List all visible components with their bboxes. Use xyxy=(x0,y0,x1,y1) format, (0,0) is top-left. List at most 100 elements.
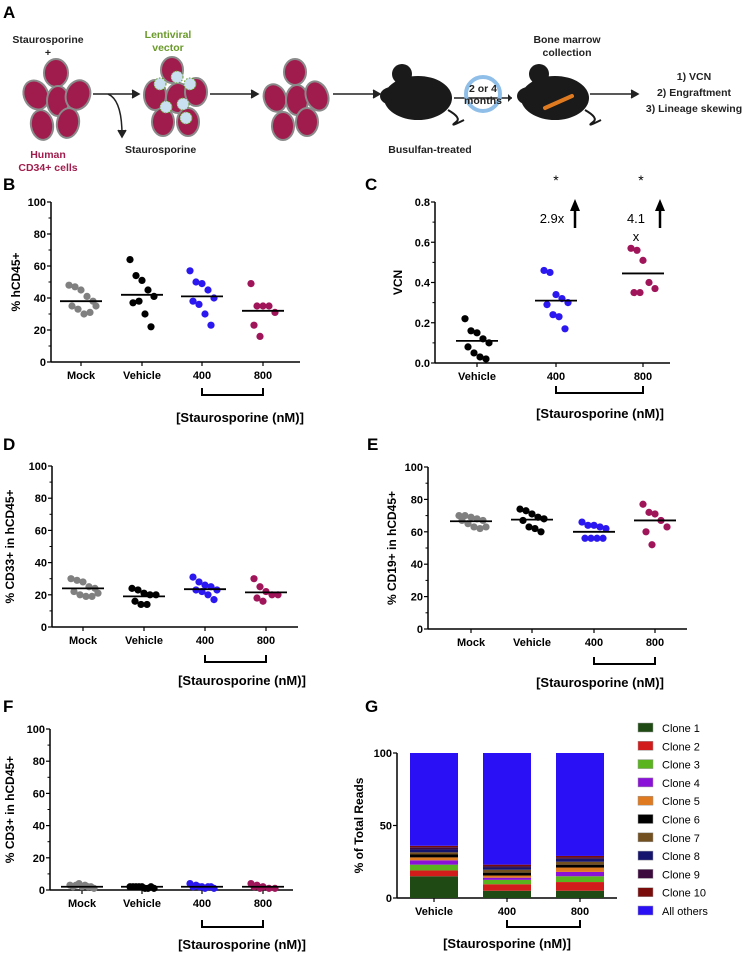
data-point-mock xyxy=(88,592,96,601)
x-tick-label: Mock xyxy=(68,898,97,910)
data-point-800 xyxy=(645,508,653,516)
panel-label-d: D xyxy=(3,435,15,454)
data-point-400 xyxy=(189,573,197,581)
bar-segment-clone-8 xyxy=(483,867,531,870)
legend-swatch xyxy=(637,905,654,916)
panel-label-b: B xyxy=(3,175,15,194)
bar-segment-clone-7 xyxy=(483,869,531,873)
bar-segment-clone-7 xyxy=(410,852,458,855)
data-point-400 xyxy=(195,578,203,586)
x-tick-label: Vehicle xyxy=(123,898,161,910)
data-point-400 xyxy=(198,280,206,288)
staurosporine-bracket xyxy=(204,655,267,663)
legend-swatch xyxy=(637,795,654,806)
data-point-400 xyxy=(543,301,551,309)
up-arrow-icon xyxy=(570,199,580,228)
bar-segment-clone-6 xyxy=(410,854,458,858)
data-point-mock xyxy=(75,879,83,888)
data-point-400 xyxy=(596,523,604,531)
data-point-800 xyxy=(259,597,267,605)
bar-segment-clone-3 xyxy=(556,876,604,883)
bar-segment-clone-10 xyxy=(483,864,531,867)
x-tick-label: 400 xyxy=(547,371,565,383)
y-tick-label: 60 xyxy=(34,261,46,273)
chart-panel-e: 0 20 40 60 80 100 Mock Vehicle 400 800 % CD19+ in … xyxy=(385,462,687,690)
y-tick-label: 80 xyxy=(33,756,45,768)
cd34-cells-label: CD34+ cells xyxy=(18,162,77,174)
data-point-vehicle xyxy=(131,597,139,605)
panel-label-g: G xyxy=(365,697,378,716)
legend-swatch xyxy=(637,832,654,843)
months-label: months xyxy=(464,95,502,107)
data-point-vehicle xyxy=(525,523,533,531)
panel-label-a: A xyxy=(3,3,15,22)
data-point-800 xyxy=(256,332,264,340)
data-point-800 xyxy=(259,302,267,310)
data-point-800 xyxy=(250,575,258,583)
arrow-icon xyxy=(93,89,141,139)
legend-label: Clone 1 xyxy=(662,723,700,735)
y-tick-label: 40 xyxy=(411,559,423,571)
bar-segment-clone-6 xyxy=(556,864,604,868)
legend-label: Clone 9 xyxy=(662,869,700,881)
significance-star-800: * xyxy=(638,172,644,188)
y-axis-label: % CD33+ in hCD45+ xyxy=(3,489,17,603)
bar-segment-clone-10 xyxy=(410,845,458,848)
data-point-800 xyxy=(247,280,255,288)
staurosporine-removed-label: Staurosporine xyxy=(125,144,196,156)
legend-label: Clone 2 xyxy=(662,741,700,753)
data-point-vehicle xyxy=(467,327,475,335)
bar-segment-all-others xyxy=(410,753,458,846)
bar-segment-clone-8 xyxy=(410,849,458,853)
y-axis-label: VCN xyxy=(391,270,405,295)
y-tick-label: 0.8 xyxy=(415,197,430,209)
y-axis-label: % of Total Reads xyxy=(352,777,366,873)
data-point-vehicle xyxy=(522,507,530,515)
data-point-mock xyxy=(79,578,87,586)
data-point-800 xyxy=(256,884,264,892)
arrow-icon xyxy=(590,89,640,99)
x-tick-label: 400 xyxy=(498,906,516,918)
bone-marrow-label: Bone marrow xyxy=(533,34,601,46)
y-tick-label: 20 xyxy=(33,853,45,865)
data-point-400 xyxy=(578,518,586,526)
data-point-vehicle xyxy=(461,315,469,323)
readout-lineage: 3) Lineage skewing xyxy=(646,103,742,115)
y-tick-label: 100 xyxy=(27,724,45,736)
data-point-vehicle xyxy=(126,256,134,264)
bar-segment-all-others xyxy=(556,753,604,856)
legend-label: Clone 4 xyxy=(662,778,700,790)
y-tick-label: 0 xyxy=(41,622,47,634)
x-tick-label: 400 xyxy=(585,637,603,649)
bar-segment-clone-8 xyxy=(556,858,604,862)
data-point-mock xyxy=(77,286,85,294)
data-point-800 xyxy=(663,523,671,531)
legend-swatch xyxy=(637,741,654,751)
data-point-mock xyxy=(76,591,84,599)
y-tick-label: 0 xyxy=(386,893,392,905)
panel-label-c: C xyxy=(365,175,377,194)
chart-panel-g: 0 50 100 Vehicle 400 800 % of Total Reads [Stau… xyxy=(352,722,708,951)
mouse-with-bone-icon xyxy=(517,64,602,126)
x-tick-label: Vehicle xyxy=(415,906,453,918)
data-point-vehicle xyxy=(129,299,137,307)
y-tick-label: 0 xyxy=(39,885,45,897)
data-point-mock xyxy=(70,587,78,596)
bar-segment-clone-5 xyxy=(556,867,604,872)
data-point-vehicle xyxy=(141,310,149,318)
bar-segment-all-others xyxy=(483,753,531,865)
busulfan-label: Busulfan-treated xyxy=(388,144,471,156)
y-tick-label: 0 xyxy=(417,624,423,636)
x-tick-label: Vehicle xyxy=(458,371,496,383)
legend-swatch xyxy=(637,869,654,879)
bar-segment-clone-4 xyxy=(556,871,604,877)
data-point-800 xyxy=(627,244,635,252)
x-axis-label: [Staurosporine (nM)] xyxy=(443,936,571,951)
bar-segment-clone-5 xyxy=(483,875,531,878)
plus-sign: + xyxy=(45,47,51,59)
time-label: 2 or 4 xyxy=(469,83,497,95)
data-point-800 xyxy=(253,594,261,602)
y-tick-label: 100 xyxy=(374,748,392,760)
data-point-mock xyxy=(73,576,81,584)
